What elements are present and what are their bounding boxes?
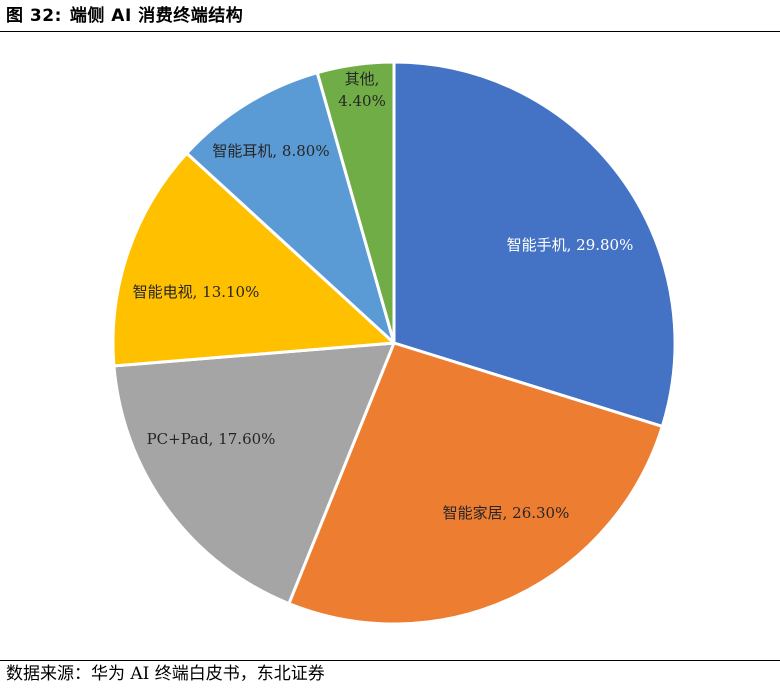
pie-slice-label-5: 智能耳机, 8.80% xyxy=(212,142,329,160)
pie-slice-label-1: 智能手机, 29.80% xyxy=(507,236,634,254)
pie-slice-5 xyxy=(185,71,396,345)
pie-slice-6 xyxy=(315,60,396,345)
pie-chart: 智能手机, 29.80% 智能家居, 26.30% PC+Pad, 17.60% 智能… xyxy=(111,60,677,626)
source-note: 数据来源：华为 AI 终端白皮书，东北证券 xyxy=(6,664,325,684)
source-divider xyxy=(0,660,780,661)
figure-title-text: 端侧 AI 消费终端结构 xyxy=(69,6,244,26)
pie-slice-3 xyxy=(112,341,396,606)
pie-slice-label-3: PC+Pad, 17.60% xyxy=(147,430,276,448)
pie-slice-label-4: 智能电视, 13.10% xyxy=(133,283,260,301)
pie-chart-container: 智能手机, 29.80% 智能家居, 26.30% PC+Pad, 17.60% 智能… xyxy=(0,32,780,654)
pie-slice-2 xyxy=(287,341,664,626)
pie-labels: 智能手机, 29.80% 智能家居, 26.30% PC+Pad, 17.60% 智能… xyxy=(133,70,634,522)
pie-slice-label-2: 智能家居, 26.30% xyxy=(443,504,570,522)
pie-slices xyxy=(111,60,677,626)
pie-slice-4 xyxy=(111,151,396,368)
title-divider xyxy=(0,31,780,32)
pie-slice-1 xyxy=(392,60,677,428)
pie-slice-label-6: 其他, 4.40% xyxy=(338,70,386,110)
figure-number-label: 图 32: xyxy=(6,6,62,26)
figure-title: 图 32: 端侧 AI 消费终端结构 xyxy=(6,4,774,28)
